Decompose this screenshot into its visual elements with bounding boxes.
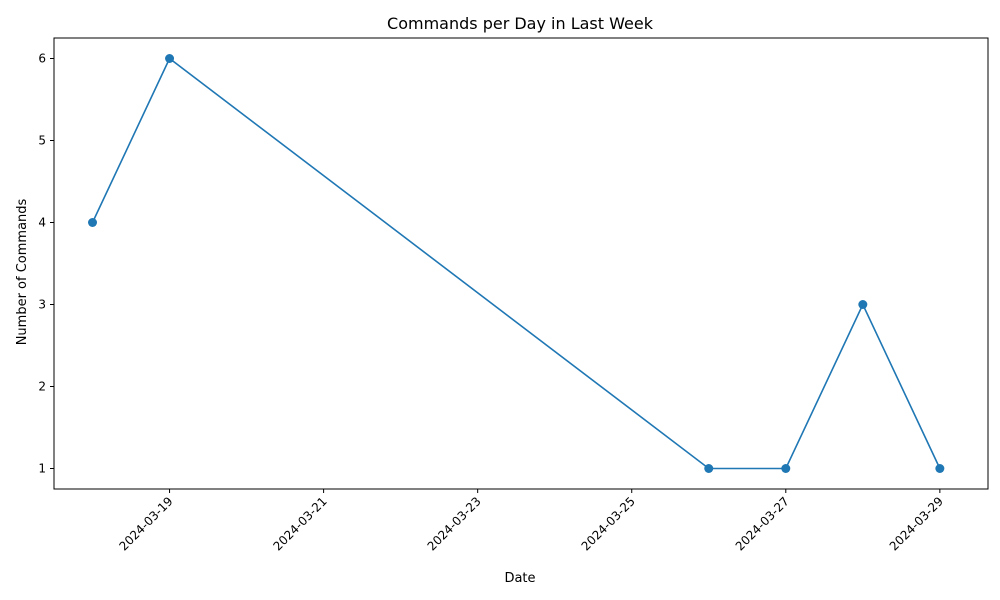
series-line	[91, 57, 941, 470]
x-tick-label: 2024-03-25	[579, 494, 638, 553]
y-tick-label: 5	[38, 134, 46, 148]
y-axis: 1 2 3 4 5 6	[38, 52, 54, 476]
data-point	[165, 54, 175, 63]
x-tick-label: 2024-03-23	[425, 494, 484, 553]
plot-area	[53, 37, 989, 490]
data-point	[935, 464, 945, 473]
y-axis-label: Number of Commands	[15, 198, 30, 345]
x-axis-label: Date	[504, 571, 535, 586]
x-tick-label: 2024-03-21	[271, 494, 330, 553]
x-tick-label: 2024-03-29	[887, 494, 946, 553]
chart-title: Commands per Day in Last Week	[387, 14, 654, 33]
axes-frame	[53, 37, 989, 490]
y-tick-label: 6	[38, 52, 46, 66]
y-tick-label: 3	[38, 298, 46, 312]
data-point	[858, 300, 868, 309]
y-tick-label: 2	[38, 380, 46, 394]
x-tick-label: 2024-03-19	[116, 494, 175, 553]
x-tick-label: 2024-03-27	[733, 494, 792, 553]
data-point	[781, 464, 791, 473]
data-point	[704, 464, 714, 473]
y-tick-label: 4	[38, 216, 46, 230]
data-point	[88, 218, 98, 227]
y-tick-label: 1	[38, 462, 46, 476]
x-axis: 2024-03-19 2024-03-21 2024-03-23 2024-03-25…	[116, 489, 946, 553]
